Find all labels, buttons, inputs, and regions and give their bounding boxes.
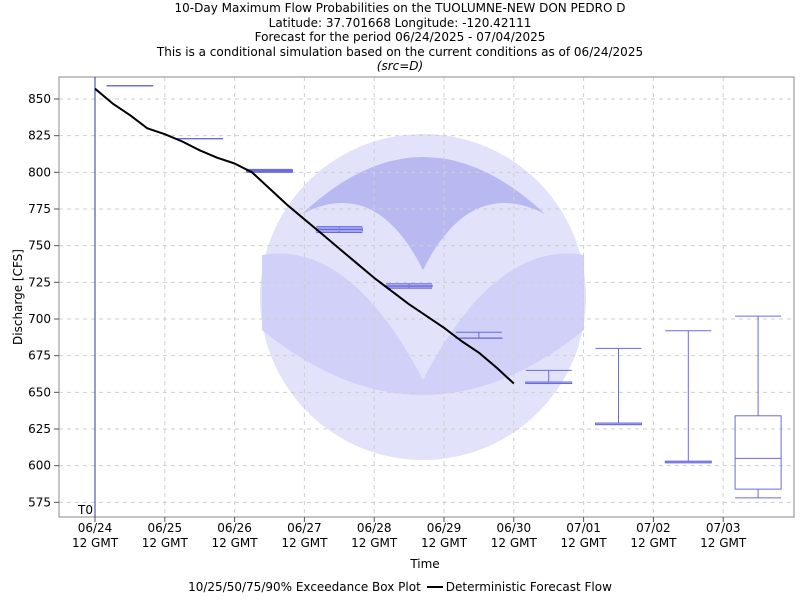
y-tick-label: 775 [28, 202, 51, 216]
y-tick-label: 850 [28, 92, 51, 106]
y-tick-label: 750 [28, 239, 51, 253]
legend-line-label: Deterministic Forecast Flow [445, 580, 612, 594]
x-tick-date-label: 06/29 [427, 521, 462, 535]
y-tick-label: 625 [28, 422, 51, 436]
chart-period: Forecast for the period 06/24/2025 - 07/… [254, 30, 546, 44]
box-plot [525, 369, 573, 385]
y-tick-label: 575 [28, 495, 51, 509]
chart-source: (src=D) [376, 59, 424, 73]
chart-note: This is a conditional simulation based o… [156, 44, 644, 59]
x-tick-date-label: 06/27 [287, 521, 322, 535]
x-tick-date-label: 07/02 [636, 521, 671, 535]
x-tick-time-label: 12 GMT [421, 536, 468, 550]
y-axis: 575 600 625 650 675 700 725 750 775 800 825 850 [28, 92, 59, 509]
box-plot [455, 331, 503, 339]
x-tick-date-label: 06/24 [78, 521, 113, 535]
legend-box-label: 10/25/50/75/90% Exceedance Box Plot [188, 580, 421, 594]
y-tick-label: 600 [28, 459, 51, 473]
y-tick-label: 650 [28, 385, 51, 399]
box-plot [385, 283, 433, 289]
box-plot [734, 315, 782, 499]
y-tick-label: 675 [28, 349, 51, 363]
noaa-watermark-logo [260, 134, 586, 460]
x-tick-time-label: 12 GMT [212, 536, 259, 550]
plot-frame [58, 76, 795, 518]
x-tick-date-label: 06/26 [217, 521, 252, 535]
box-plot [595, 347, 642, 426]
y-tick-label: 700 [28, 312, 51, 326]
box-plot [246, 168, 293, 173]
x-axis-label: Time [409, 557, 439, 571]
t0-label: T0 [77, 503, 93, 517]
x-tick-time-label: 12 GMT [142, 536, 189, 550]
x-tick-time-label: 12 GMT [281, 536, 328, 550]
chart-location: Latitude: 37.701668 Longitude: -120.4211… [268, 15, 532, 30]
deterministic-forecast-line [94, 87, 515, 385]
box-plot [664, 330, 712, 464]
y-tick-label: 800 [28, 165, 51, 179]
x-tick-date-label: 06/25 [148, 521, 183, 535]
x-tick-date-label: 07/01 [566, 521, 601, 535]
chart-title-block: 10-Day Maximum Flow Probabilities on the… [0, 1, 800, 74]
x-tick-date-label: 06/28 [357, 521, 392, 535]
chart-title: 10-Day Maximum Flow Probabilities on the… [174, 1, 626, 15]
x-tick-time-label: 12 GMT [72, 536, 119, 550]
x-tick-time-label: 12 GMT [491, 536, 538, 550]
y-tick-label: 725 [28, 275, 51, 289]
box-iqr [734, 415, 782, 490]
legend-line-swatch [426, 585, 443, 588]
y-axis-label: Discharge [CFS] [11, 249, 25, 345]
x-tick-time-label: 12 GMT [630, 536, 677, 550]
x-tick-date-label: 06/30 [497, 521, 532, 535]
grid-lines [59, 77, 794, 517]
x-tick-time-label: 12 GMT [700, 536, 747, 550]
box-plots [106, 85, 782, 499]
x-tick-time-label: 12 GMT [351, 536, 398, 550]
x-tick-date-label: 07/03 [706, 521, 741, 535]
chart-legend: 10/25/50/75/90% Exceedance Box Plot Deter… [0, 580, 800, 594]
x-tick-time-label: 12 GMT [561, 536, 608, 550]
y-tick-label: 825 [28, 129, 51, 143]
